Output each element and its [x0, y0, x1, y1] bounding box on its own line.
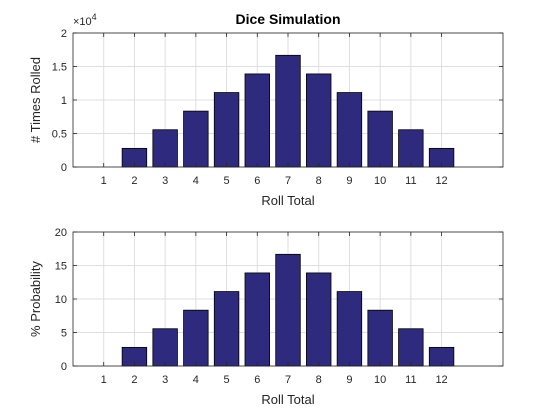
bar [368, 111, 393, 167]
x-tick-label: 8 [316, 175, 322, 187]
x-tick-label: 7 [285, 175, 291, 187]
y-axis-label: % Probability [28, 261, 43, 337]
x-tick-label: 1 [101, 374, 107, 386]
x-tick-label: 11 [405, 374, 416, 386]
x-tick-label: 12 [435, 374, 447, 386]
y-tick-label: 0 [61, 361, 67, 373]
x-tick-label: 4 [193, 175, 199, 187]
y-tick-label: 15 [55, 261, 67, 273]
x-tick-label: 9 [346, 374, 352, 386]
y-tick-label: 2 [61, 28, 67, 40]
bar [184, 111, 209, 167]
x-tick-label: 2 [131, 374, 137, 386]
x-tick-label: 4 [193, 374, 199, 386]
x-tick-label: 5 [224, 175, 230, 187]
x-tick-label: 9 [346, 175, 352, 187]
bar [399, 130, 424, 167]
bar [306, 74, 331, 167]
x-tick-label: 7 [285, 374, 291, 386]
bar [337, 292, 362, 366]
bar [214, 292, 239, 366]
x-tick-label: 3 [162, 374, 168, 386]
bar [245, 74, 270, 167]
x-tick-label: 5 [224, 374, 230, 386]
bar [276, 254, 301, 366]
x-tick-label: 6 [254, 175, 260, 187]
bar [306, 273, 331, 366]
y-tick-label: 1 [61, 95, 67, 107]
bar [399, 329, 424, 366]
y-tick-label: 20 [55, 227, 67, 239]
bar [368, 310, 393, 366]
y-tick-label: 5 [61, 328, 67, 340]
y-tick-label: 0 [61, 162, 67, 174]
x-tick-label: 3 [162, 175, 168, 187]
y-tick-label: 10 [55, 294, 67, 306]
x-axis-label: Roll Total [261, 193, 314, 208]
y-tick-label: 0.5 [52, 129, 67, 141]
x-tick-label: 2 [131, 175, 137, 187]
x-tick-label: 12 [435, 175, 447, 187]
bar [153, 329, 178, 366]
x-tick-label: 8 [316, 374, 322, 386]
x-tick-label: 10 [374, 374, 386, 386]
x-tick-label: 6 [254, 374, 260, 386]
bar [245, 273, 270, 366]
bar [214, 93, 239, 167]
y-axis-label: # Times Rolled [28, 57, 43, 143]
bar [184, 310, 209, 366]
bar [276, 55, 301, 167]
x-axis-label: Roll Total [261, 392, 314, 407]
bar [153, 130, 178, 167]
x-tick-label: 10 [374, 175, 386, 187]
x-tick-label: 1 [101, 175, 107, 187]
chart-title: Dice Simulation [235, 11, 340, 27]
x-tick-label: 11 [405, 175, 416, 187]
y-tick-label: 1.5 [52, 62, 67, 74]
bar [337, 93, 362, 167]
y-exponent-label: ×104 [73, 12, 97, 28]
y-exponent-power: 4 [92, 12, 97, 22]
